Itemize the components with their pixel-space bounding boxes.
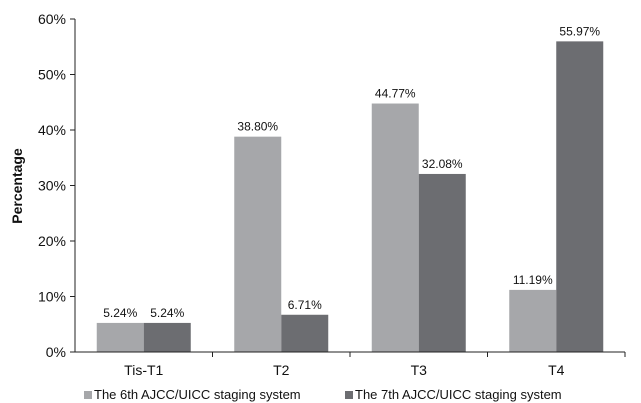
legend-swatch: [345, 391, 353, 399]
data-label: 11.19%: [513, 273, 553, 287]
bar-seventh-t2: [281, 314, 329, 352]
y-axis-label: Percentage: [9, 148, 25, 224]
x-tick-label: T2: [273, 362, 290, 378]
y-tick-label: 10%: [38, 289, 66, 305]
y-tick-label: 60%: [38, 11, 66, 27]
category-labels: Tis-T1 T2 T3 T4: [124, 362, 564, 378]
legend: The 6th AJCC/UICC staging system The 7th …: [84, 387, 562, 402]
y-tick-label: 0%: [46, 344, 66, 360]
legend-label: The 7th AJCC/UICC staging system: [355, 387, 562, 402]
legend-label: The 6th AJCC/UICC staging system: [94, 387, 301, 402]
data-label: 5.24%: [103, 306, 137, 320]
x-tick-label: Tis-T1: [124, 362, 163, 378]
data-label: 38.80%: [237, 120, 278, 134]
x-tick-label: T4: [548, 362, 565, 378]
data-label: 5.24%: [150, 306, 184, 320]
bars: [96, 41, 604, 353]
data-label: 6.71%: [288, 298, 322, 312]
bar-seventh-t3: [418, 173, 466, 352]
data-label: 32.08%: [422, 157, 463, 171]
y-tick-label: 40%: [38, 122, 66, 138]
bar-sixth-tis-t1: [96, 322, 144, 352]
bar-seventh-t4: [556, 41, 604, 352]
legend-swatch: [84, 391, 92, 399]
bar-seventh-tis-t1: [143, 322, 191, 352]
bar-sixth-t4: [509, 289, 557, 352]
y-axis-ticks: 0% 10% 20% 30% 40% 50% 60%: [38, 11, 75, 360]
data-label: 55.97%: [559, 24, 600, 38]
axes: [74, 19, 626, 357]
y-tick-label: 50%: [38, 67, 66, 83]
data-label: 44.77%: [375, 87, 416, 101]
y-tick-label: 20%: [38, 233, 66, 249]
data-labels: 5.24% 5.24% 38.80% 6.71% 44.77% 32.08% 11.19% 5…: [103, 24, 600, 320]
y-tick-label: 30%: [38, 178, 66, 194]
bar-sixth-t3: [371, 103, 419, 353]
x-tick-label: T3: [411, 362, 428, 378]
bar-sixth-t2: [234, 136, 282, 352]
